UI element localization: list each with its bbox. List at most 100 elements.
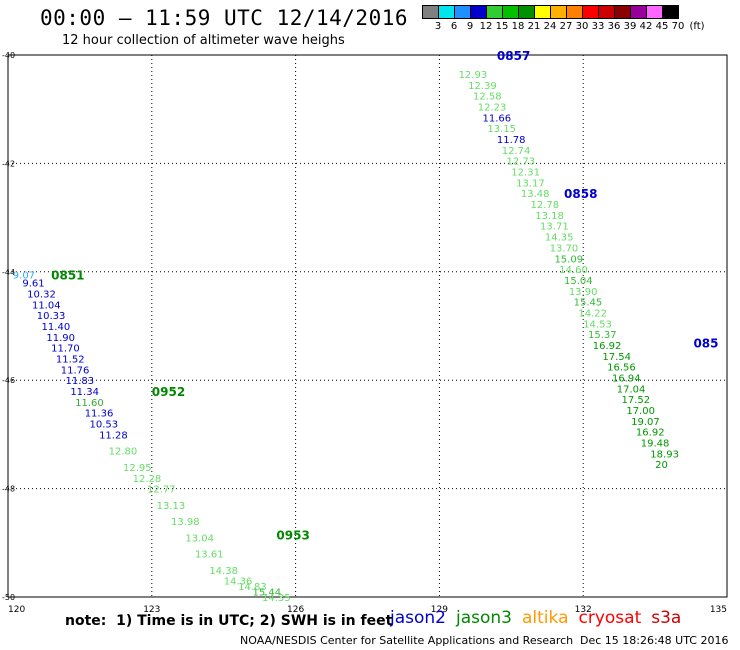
legend-label: 39: [623, 21, 637, 32]
data-point-jason2: 15.04: [564, 276, 593, 287]
chart-title: 00:00 – 11:59 UTC 12/14/2016: [40, 6, 409, 30]
data-point-jason3: 12.28: [133, 474, 162, 485]
satellite-cryosat: cryosat: [578, 608, 642, 628]
x-tick-label: 129: [431, 605, 448, 615]
data-point-jason2: 12.73: [507, 157, 536, 168]
legend-label: 36: [607, 21, 621, 32]
data-point-jason2: 15.37: [588, 330, 617, 341]
data-point-jason2: 19.07: [631, 417, 660, 428]
data-point-jason2: 13.15: [487, 124, 516, 135]
legend-label: 33: [591, 21, 605, 32]
y-tick-label: -48: [2, 485, 15, 494]
data-point-jason3: 11.60: [75, 398, 104, 409]
data-point-jason3: 11.36: [85, 409, 114, 420]
data-point-jason3: 10.33: [37, 311, 66, 322]
legend-label: 30: [575, 21, 589, 32]
grid-lines: [7, 54, 728, 598]
data-point-jason2: 12.74: [502, 146, 531, 157]
data-point-jason3: 14.35: [262, 593, 291, 604]
data-point-jason3: 11.83: [66, 376, 95, 387]
legend-label: 3: [434, 21, 442, 32]
data-point-jason2: 14.53: [583, 319, 612, 330]
data-point-jason2: 17.00: [626, 406, 655, 417]
data-point-jason2: 12.23: [478, 102, 507, 113]
data-point-jason3: 13.61: [195, 550, 224, 561]
data-labels: 12.9312.3912.5812.2311.6613.1511.7812.74…: [13, 49, 719, 604]
data-point-jason3: 9.07: [13, 271, 35, 282]
satellite-altika: altika: [522, 608, 569, 628]
satellite-key: jason2 jason3 altika cryosat s3a: [390, 608, 691, 628]
data-point-jason2: 13.90: [569, 287, 598, 298]
data-point-jason2: 12.39: [468, 81, 497, 92]
data-point-jason3: 11.90: [46, 333, 75, 344]
data-point-jason3: 10.32: [27, 289, 56, 300]
data-point-jason2: 13.17: [516, 178, 545, 189]
satellite-jason2: jason2: [390, 608, 446, 628]
data-point-jason2: 11.78: [497, 135, 526, 146]
color-scale-legend: 3 6 9 12 15 18 21 24 27 30 33 36 39 42 45 70 (ft): [422, 5, 705, 33]
legend-label: 6: [450, 21, 458, 32]
data-point-jason3: 9.61: [22, 279, 44, 290]
legend-label: 21: [527, 21, 541, 32]
time-label: 085: [693, 336, 718, 350]
data-point-jason3: 11.34: [70, 387, 99, 398]
data-point-jason2: 15.09: [554, 254, 583, 265]
data-point-jason2: 16.92: [636, 428, 665, 439]
y-tick-label: -50: [2, 593, 15, 602]
data-point-jason2: 12.58: [473, 92, 502, 103]
x-tick-label: 126: [287, 605, 304, 615]
legend-label: 45: [655, 21, 669, 32]
x-tick-label: 132: [575, 605, 592, 615]
data-point-jason2: 20: [655, 460, 668, 471]
legend-label: 42: [639, 21, 653, 32]
data-point-jason3: 14.36: [224, 577, 253, 588]
data-point-jason2: 16.92: [593, 341, 622, 352]
legend-label: 15: [495, 21, 509, 32]
legend-label: 24: [543, 21, 557, 32]
data-point-jason3: 11.28: [99, 430, 128, 441]
data-point-jason3: 12.95: [123, 463, 152, 474]
time-label: 0851: [51, 269, 84, 283]
time-label: 0858: [564, 187, 597, 201]
data-point-jason3: 10.53: [89, 420, 118, 431]
data-point-jason2: 13.18: [535, 211, 564, 222]
x-tick-label: 120: [8, 605, 25, 615]
chart-subtitle: 12 hour collection of altimeter wave hei…: [62, 33, 345, 48]
legend-labels: 3 6 9 12 15 18 21 24 27 30 33 36 39 42 45 70 (ft): [422, 19, 705, 33]
axis-ticks: 120 123 126 129 132 135 -40 -42 -44 -46 -48 -50: [2, 51, 727, 615]
data-point-jason3: 14.38: [209, 566, 238, 577]
y-tick-label: -40: [2, 51, 15, 60]
data-point-jason3: 11.40: [42, 322, 71, 333]
data-point-jason3: 15.44: [252, 588, 281, 599]
data-point-jason2: 14.60: [559, 265, 588, 276]
satellite-jason3: jason3: [456, 608, 512, 628]
data-point-jason3: 13.13: [157, 501, 186, 512]
data-point-jason3: 12.80: [109, 447, 138, 458]
footer-note: note: 1) Time is in UTC; 2) SWH is in fe…: [65, 613, 393, 629]
legend-label: 70: [671, 21, 685, 32]
data-point-jason2: 16.94: [612, 373, 641, 384]
data-point-jason2: 13.48: [521, 189, 550, 200]
data-point-jason2: 18.93: [650, 449, 679, 460]
data-point-jason2: 13.71: [540, 222, 569, 233]
legend-unit: (ft): [689, 21, 705, 32]
y-tick-label: -46: [2, 376, 15, 385]
x-tick-label: 123: [143, 605, 160, 615]
data-point-jason3: 11.76: [61, 365, 90, 376]
data-point-jason2: 12.93: [459, 70, 488, 81]
data-point-jason2: 19.48: [641, 439, 670, 450]
y-tick-label: -42: [2, 159, 15, 168]
data-point-jason2: 17.54: [602, 352, 631, 363]
time-label: 0952: [152, 385, 185, 399]
data-point-jason2: 12.31: [511, 168, 540, 179]
generation-timestamp: Dec 15 18:26:48 UTC 2016: [580, 634, 729, 647]
legend-swatch: [662, 5, 679, 19]
data-point-jason2: 17.04: [617, 384, 646, 395]
time-label: 0953: [276, 529, 309, 543]
credit-text: NOAA/NESDIS Center for Satellite Applica…: [240, 634, 574, 647]
legend-label: 18: [511, 21, 525, 32]
y-tick-label: -44: [2, 268, 15, 277]
data-point-jason2: 14.22: [578, 308, 607, 319]
data-point-jason2: 12.78: [530, 200, 559, 211]
